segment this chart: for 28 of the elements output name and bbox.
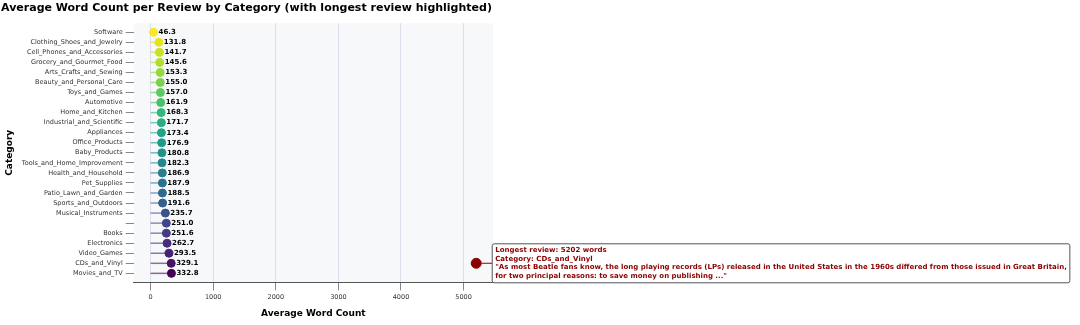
point	[157, 158, 167, 168]
point	[157, 138, 167, 148]
point	[149, 27, 159, 37]
point	[155, 77, 165, 87]
y-axis-title: Category	[3, 129, 14, 176]
point	[156, 118, 166, 128]
point	[156, 128, 166, 138]
point	[158, 198, 168, 208]
point	[157, 188, 167, 198]
point	[155, 67, 165, 77]
point	[154, 47, 164, 57]
point	[156, 98, 166, 108]
point	[156, 108, 166, 118]
point	[166, 268, 176, 278]
point	[157, 148, 167, 158]
point	[162, 238, 172, 248]
point	[161, 228, 171, 238]
point	[155, 88, 165, 98]
point	[157, 168, 167, 178]
point	[155, 57, 165, 67]
point	[166, 258, 176, 268]
x-axis-title: Average Word Count	[261, 307, 367, 318]
point	[154, 37, 164, 47]
chart-title: Average Word Count per Review by Category (with longest review highlighted)	[1, 1, 492, 15]
point	[161, 218, 171, 228]
point	[157, 178, 167, 188]
point	[160, 208, 170, 218]
point	[164, 248, 174, 258]
